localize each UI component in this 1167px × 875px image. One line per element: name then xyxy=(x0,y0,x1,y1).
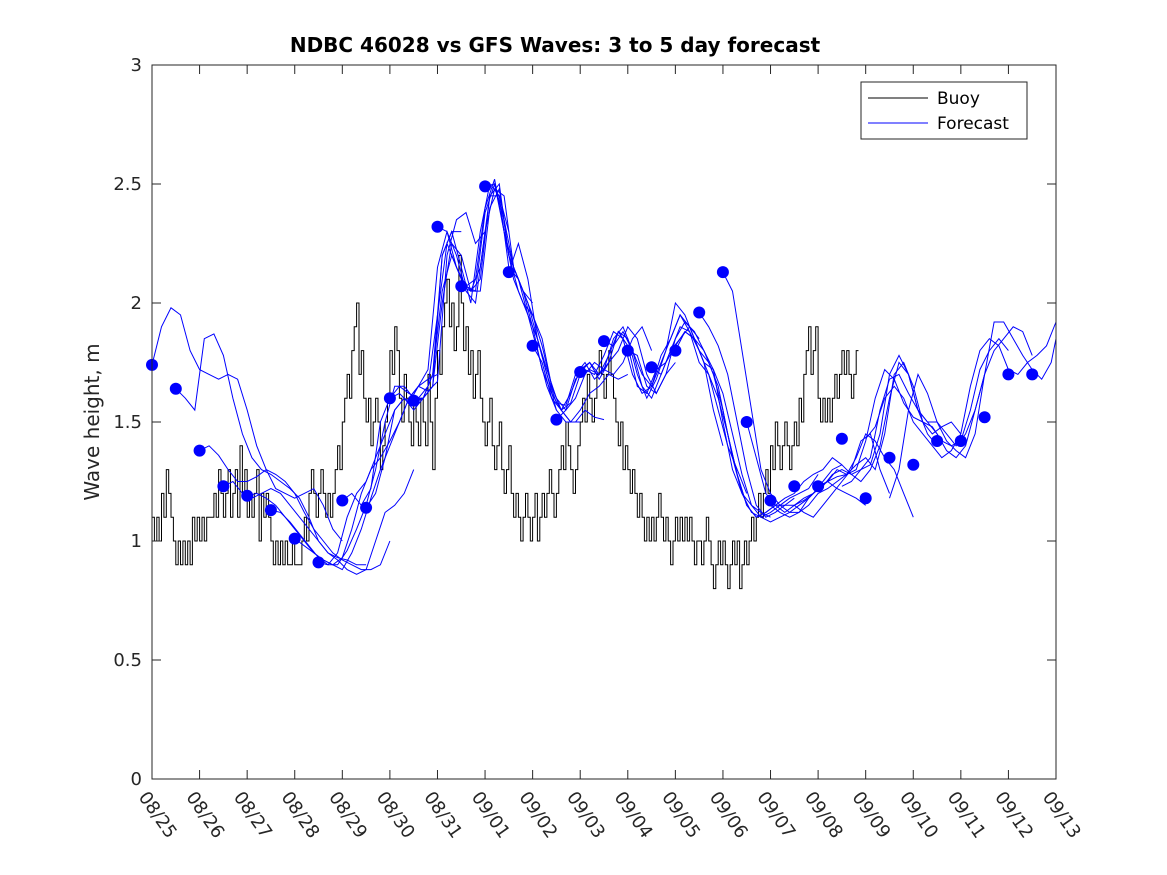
forecast-marker xyxy=(1026,368,1039,381)
forecast-marker xyxy=(407,394,420,407)
forecast-marker xyxy=(360,501,373,514)
forecast-run-line-11 xyxy=(389,182,581,423)
y-axis: 0 0.5 1 1.5 2 2.5 3 xyxy=(113,55,1056,790)
y-tick-label: 2.5 xyxy=(113,174,142,195)
forecast-marker xyxy=(383,392,396,405)
forecast-marker xyxy=(288,532,301,545)
forecast-run-line-19 xyxy=(579,301,771,518)
forecast-marker xyxy=(526,339,539,352)
forecast-run-line-30 xyxy=(841,326,1033,487)
plot-area xyxy=(152,65,1056,779)
forecast-run-line-13 xyxy=(437,179,629,423)
forecast-run-line-14 xyxy=(461,195,653,411)
forecast-run-line-21 xyxy=(627,321,819,518)
forecast-run-line-25 xyxy=(722,271,914,518)
forecast-run-line-3 xyxy=(199,445,391,571)
forecast-marker xyxy=(455,280,468,293)
forecast-marker xyxy=(954,435,967,447)
forecast-marker xyxy=(621,344,634,357)
forecast-marker xyxy=(241,489,254,502)
forecast-run-line-23 xyxy=(674,330,866,523)
y-tick-label: 1.5 xyxy=(113,412,142,433)
forecast-marker xyxy=(336,494,349,507)
forecast-run-line-26 xyxy=(746,361,938,514)
forecast-marker xyxy=(812,480,825,493)
legend-buoy-label: Buoy xyxy=(937,89,980,109)
forecast-run-line-31 xyxy=(865,321,1057,459)
forecast-marker xyxy=(907,458,920,471)
forecast-run-line-29 xyxy=(817,337,1009,487)
forecast-marker xyxy=(431,220,444,233)
y-tick-label: 3 xyxy=(131,55,142,76)
forecast-marker xyxy=(502,266,515,279)
forecast-marker xyxy=(550,413,563,426)
forecast-marker xyxy=(883,451,896,464)
y-axis-label: Wave height, m xyxy=(80,343,104,500)
forecast-marker xyxy=(931,435,944,447)
forecast-marker xyxy=(574,366,587,378)
forecast-marker xyxy=(764,494,777,507)
forecast-marker xyxy=(788,480,801,493)
forecast-marker xyxy=(479,180,492,193)
data-layer xyxy=(146,179,1057,590)
chart-title: NDBC 46028 vs GFS Waves: 3 to 5 day fore… xyxy=(290,33,821,57)
forecast-marker xyxy=(693,306,706,319)
forecast-run-line-27 xyxy=(770,361,962,518)
forecast-run-line-1 xyxy=(151,307,343,542)
legend-forecast-label: Forecast xyxy=(937,114,1009,134)
forecast-marker xyxy=(740,416,753,428)
y-tick-label: 1 xyxy=(131,531,142,552)
legend-box xyxy=(860,81,1028,140)
y-tick-label: 2 xyxy=(131,293,142,314)
forecast-marker xyxy=(217,480,230,493)
y-tick-label: 0 xyxy=(131,769,142,790)
forecast-run-line-4 xyxy=(223,469,415,575)
buoy-series-line xyxy=(152,254,859,590)
forecast-marker xyxy=(835,432,848,445)
forecast-marker xyxy=(716,266,729,279)
forecast-marker xyxy=(264,504,277,517)
forecast-marker xyxy=(978,411,991,424)
y-tick-label: 0.5 xyxy=(113,650,142,671)
forecast-marker xyxy=(669,344,682,357)
forecast-run-line-7 xyxy=(294,211,486,566)
forecast-marker xyxy=(169,382,182,395)
forecast-marker xyxy=(312,556,325,569)
forecast-marker xyxy=(1002,368,1015,381)
forecast-run-line-22 xyxy=(651,326,843,518)
legend: Buoy Forecast xyxy=(860,81,1028,140)
forecast-marker xyxy=(598,335,610,348)
forecast-marker xyxy=(859,492,872,505)
forecast-marker xyxy=(193,444,206,457)
forecast-marker xyxy=(645,361,658,374)
